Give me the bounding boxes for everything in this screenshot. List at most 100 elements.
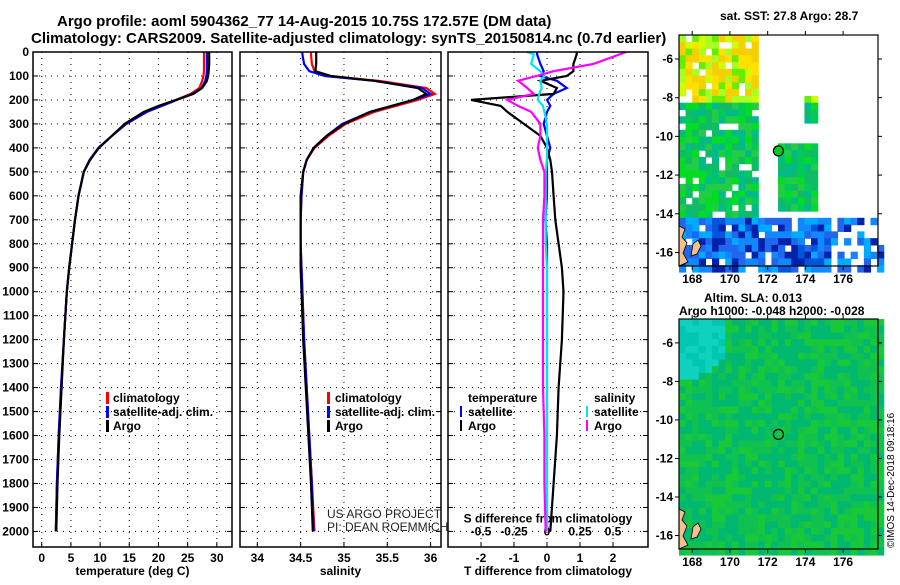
map-cell [817,325,825,334]
map-cell [811,480,819,489]
x-tick-label: 2 [610,551,617,565]
map-cell [797,163,806,172]
map-cell [698,460,707,468]
map-cell [698,116,707,124]
map-cell [712,231,720,239]
map-cell [863,453,872,462]
map-cell [712,129,720,138]
map-cell [837,224,845,232]
map-cell [817,372,825,381]
map-cell [830,339,839,347]
map-cell [685,217,693,226]
map-cell [784,399,792,408]
map-cell [857,372,865,381]
map-cell [797,217,806,226]
map-cell [844,325,852,334]
map-cell [784,487,792,495]
map-cell [718,109,726,117]
salinity-legend: climatology satellite-adj. clim. Argo [327,391,435,433]
map-cell [764,420,773,428]
map-cell [811,541,819,549]
map-cell [764,325,773,334]
map-cell [764,224,773,232]
map-cell [679,339,687,347]
map-cell [698,129,707,138]
map-cell [758,379,766,388]
map-cell [850,433,858,441]
map-cell [718,75,726,83]
map-cell [718,251,726,260]
map-cell [830,406,839,414]
map-cell [804,190,812,199]
map-cell [685,501,693,509]
map-cell [679,372,687,381]
map-cell [764,379,773,388]
map-cell [863,379,872,388]
map-cell [679,102,687,111]
map-cell [778,534,786,543]
map-cell [705,244,713,253]
x2-tick-label: -0.5 [471,524,492,538]
map-cell [685,204,693,212]
map-cell [877,474,885,482]
map-cell [712,55,720,63]
map-cell [685,480,693,489]
map-cell [712,480,720,489]
map-cell [758,399,766,408]
map-cell [718,265,726,273]
figure-title-line2: Climatology: CARS2009. Satellite-adjuste… [31,30,666,47]
map-cell [758,494,766,502]
map-cell [692,501,700,509]
map-cell [712,123,720,131]
map-cell [731,116,740,124]
map-cell [837,319,845,327]
map-cell [797,406,806,414]
map-cell [685,487,693,495]
map-cell [830,399,839,408]
map-cell [778,244,786,253]
legend-swatch-argo [106,420,109,432]
map-cell [685,156,693,165]
map-cell [811,190,819,199]
map-cell [764,265,773,273]
map-cell [811,116,819,124]
map-cell [817,480,825,489]
map-cell [811,413,819,421]
map-cell [725,352,733,361]
map-cell [850,379,858,388]
map-cell [857,366,865,374]
map-cell [804,116,812,124]
map-cell [857,393,865,401]
map-cell [698,487,707,495]
map-cell [857,339,865,347]
map-cell [771,507,779,516]
map-cell [725,366,733,374]
map-cell [698,170,707,178]
map-cell [857,460,865,468]
map-cell [804,453,812,462]
map-cell [784,480,792,489]
map-cell [804,501,812,509]
x-tick-label: -2 [476,551,487,565]
map-cell [745,109,753,117]
map-cell [751,231,759,239]
sst-map-panel: 168 170 172 174 176-6-8-10-12-14-16 [656,31,885,286]
map-cell [712,426,720,435]
map-cell [877,460,885,468]
map-cell [738,224,746,232]
map-cell [844,541,852,549]
map-cell [863,420,872,428]
map-cell [685,433,693,441]
map-cell [797,440,806,448]
map-cell [685,136,693,144]
map-cell [850,501,858,509]
map-frame [678,34,879,267]
map-cell [824,224,832,232]
map-cell [712,238,720,246]
map-cell [705,487,713,495]
map-cell [778,413,786,421]
map-cell [857,541,865,549]
map-cell [725,399,733,408]
map-cell [679,447,687,455]
map-cell [764,460,773,468]
